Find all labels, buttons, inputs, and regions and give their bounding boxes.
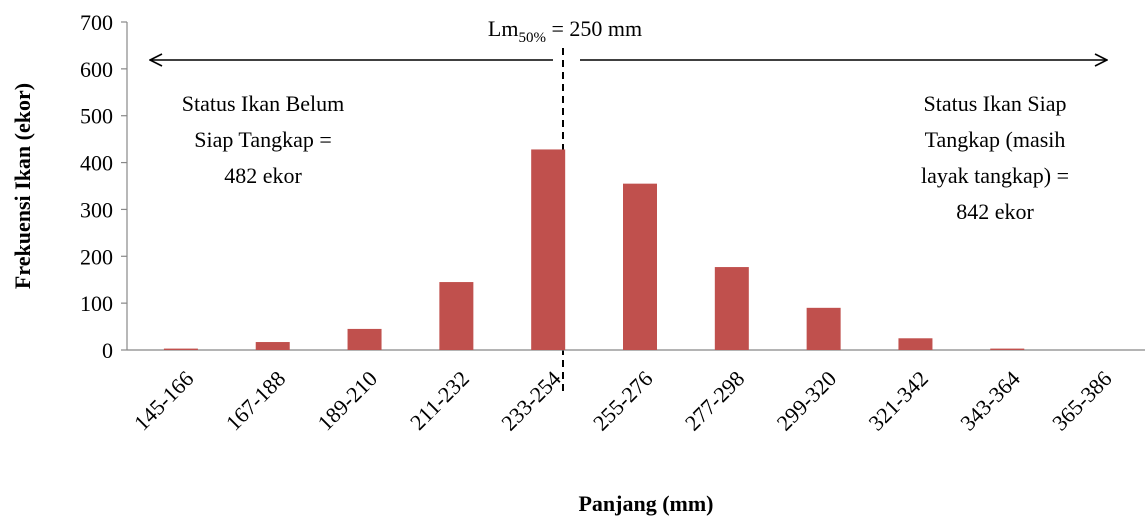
threshold-main: Lm bbox=[488, 16, 519, 41]
y-tick-label: 400 bbox=[80, 151, 113, 176]
annotation-line: Status Ikan Belum bbox=[182, 91, 345, 116]
y-axis-title: Frekuensi Ikan (ekor) bbox=[10, 83, 35, 289]
bar bbox=[623, 183, 657, 350]
x-tick-label: 145-166 bbox=[129, 366, 199, 436]
x-tick-label: 277-298 bbox=[680, 366, 750, 436]
x-tick-label: 321-342 bbox=[863, 366, 933, 436]
annotation-line: Tangkap (masih bbox=[925, 127, 1066, 152]
threshold-subscript: 50% bbox=[518, 30, 546, 46]
bar bbox=[163, 348, 198, 350]
y-tick-label: 100 bbox=[80, 291, 113, 316]
bar bbox=[714, 267, 749, 350]
x-tick-label: 255-276 bbox=[588, 366, 658, 436]
bar bbox=[990, 348, 1025, 350]
y-tick-label: 200 bbox=[80, 244, 113, 269]
threshold-rest: = 250 mm bbox=[546, 16, 642, 41]
annotation: Status Ikan Belum Siap Tangkap = 482 ekor bbox=[182, 91, 345, 188]
x-axis-title: Panjang (mm) bbox=[578, 491, 713, 516]
x-tick-label: 211-232 bbox=[405, 366, 474, 435]
y-tick-label: 700 bbox=[80, 10, 113, 35]
bar bbox=[806, 307, 841, 350]
x-tick-label: 365-386 bbox=[1047, 366, 1117, 436]
y-tick-label: 0 bbox=[102, 338, 113, 363]
y-tick-label: 500 bbox=[80, 104, 113, 129]
annotation-line: Status Ikan Siap bbox=[924, 91, 1067, 116]
bar bbox=[255, 342, 290, 350]
annotation-line: 842 ekor bbox=[956, 199, 1034, 224]
annotation-line: layak tangkap) = bbox=[921, 163, 1069, 188]
y-tick-label: 600 bbox=[80, 57, 113, 82]
y-tick-label: 300 bbox=[80, 197, 113, 222]
annotation: Status Ikan Siap Tangkap (masih layak tang… bbox=[921, 91, 1069, 224]
bar bbox=[898, 338, 933, 350]
x-tick-label: 167-188 bbox=[221, 366, 291, 436]
threshold-label: Lm50% = 250 mm bbox=[488, 16, 642, 46]
annotation-line: 482 ekor bbox=[224, 163, 302, 188]
annotation-line: Siap Tangkap = bbox=[194, 127, 332, 152]
x-tick-label: 343-364 bbox=[955, 366, 1025, 436]
bar bbox=[531, 149, 566, 350]
x-tick-label: 299-320 bbox=[772, 366, 842, 436]
x-tick-label: 233-254 bbox=[496, 366, 566, 436]
bar bbox=[347, 328, 382, 350]
x-tick-label: 189-210 bbox=[313, 366, 383, 436]
bar bbox=[439, 282, 474, 350]
